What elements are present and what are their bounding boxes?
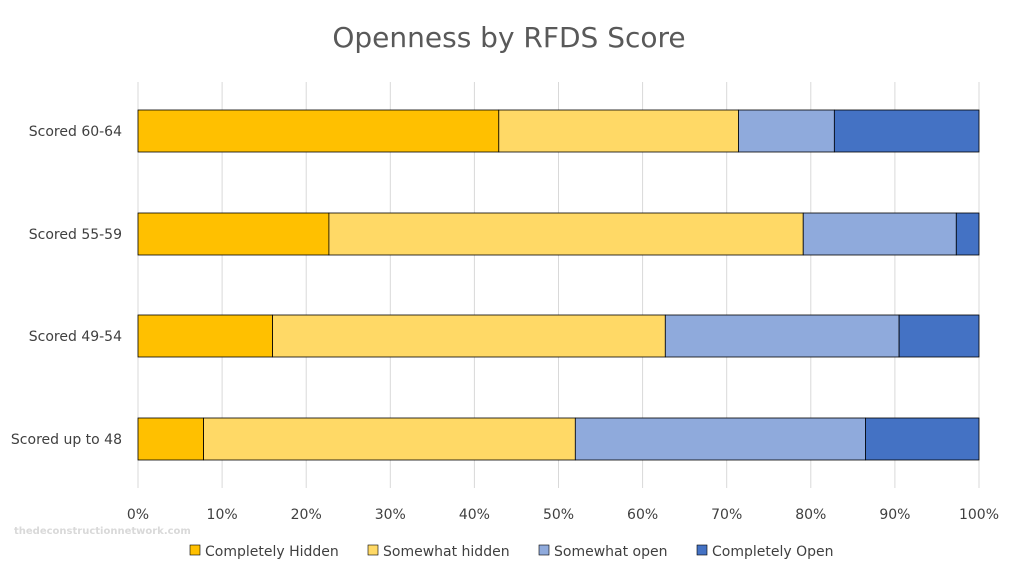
bar-segment: [802, 212, 957, 256]
bar-segment: [865, 417, 980, 461]
bar-segment: [137, 212, 330, 256]
legend: Completely Hidden Somewhat hidden Somewhat…: [189, 544, 834, 560]
legend-label: Completely Open: [712, 544, 834, 560]
bar-segment: [137, 109, 500, 153]
bar-segment: [833, 109, 980, 153]
x-tick-label: 100%: [959, 507, 999, 523]
x-tick-label: 90%: [879, 507, 910, 523]
x-tick-label: 30%: [375, 507, 406, 523]
bar-segment: [574, 417, 866, 461]
x-tick-label: 70%: [711, 507, 742, 523]
category-label: Scored 49-54: [29, 329, 122, 345]
x-tick-label: 50%: [543, 507, 574, 523]
legend-swatch: [367, 544, 379, 556]
x-tick-label: 60%: [627, 507, 658, 523]
bar-segment: [272, 314, 666, 358]
bars: [137, 109, 980, 461]
bar-segment: [955, 212, 980, 256]
legend-label: Somewhat open: [554, 544, 667, 560]
x-tick-label: 0%: [127, 507, 149, 523]
category-label: Scored 55-59: [29, 227, 122, 243]
x-tick-label: 40%: [459, 507, 490, 523]
category-labels: Scored 60-64 Scored 55-59 Scored 49-54 Scor…: [11, 124, 122, 448]
bar-segment: [137, 417, 204, 461]
legend-swatch: [538, 544, 550, 556]
legend-label: Somewhat hidden: [383, 544, 510, 560]
bar-segment: [498, 109, 739, 153]
chart-title: Openness by RFDS Score: [332, 21, 685, 54]
category-label: Scored 60-64: [29, 124, 122, 140]
bar-segment: [898, 314, 980, 358]
bar-segment: [328, 212, 804, 256]
x-tick-label: 80%: [795, 507, 826, 523]
legend-swatch: [189, 544, 201, 556]
x-axis-ticks: 0% 10% 20% 30% 40% 50% 60% 70% 80% 90% 100%: [127, 507, 999, 523]
legend-swatch: [696, 544, 708, 556]
x-tick-label: 20%: [291, 507, 322, 523]
category-label: Scored up to 48: [11, 432, 122, 448]
bar-segment: [664, 314, 900, 358]
bar-segment: [137, 314, 273, 358]
x-tick-label: 10%: [207, 507, 238, 523]
watermark: thedeconstructionnetwork.com: [14, 526, 191, 537]
bar-segment: [203, 417, 576, 461]
bar-segment: [738, 109, 835, 153]
legend-label: Completely Hidden: [205, 544, 339, 560]
